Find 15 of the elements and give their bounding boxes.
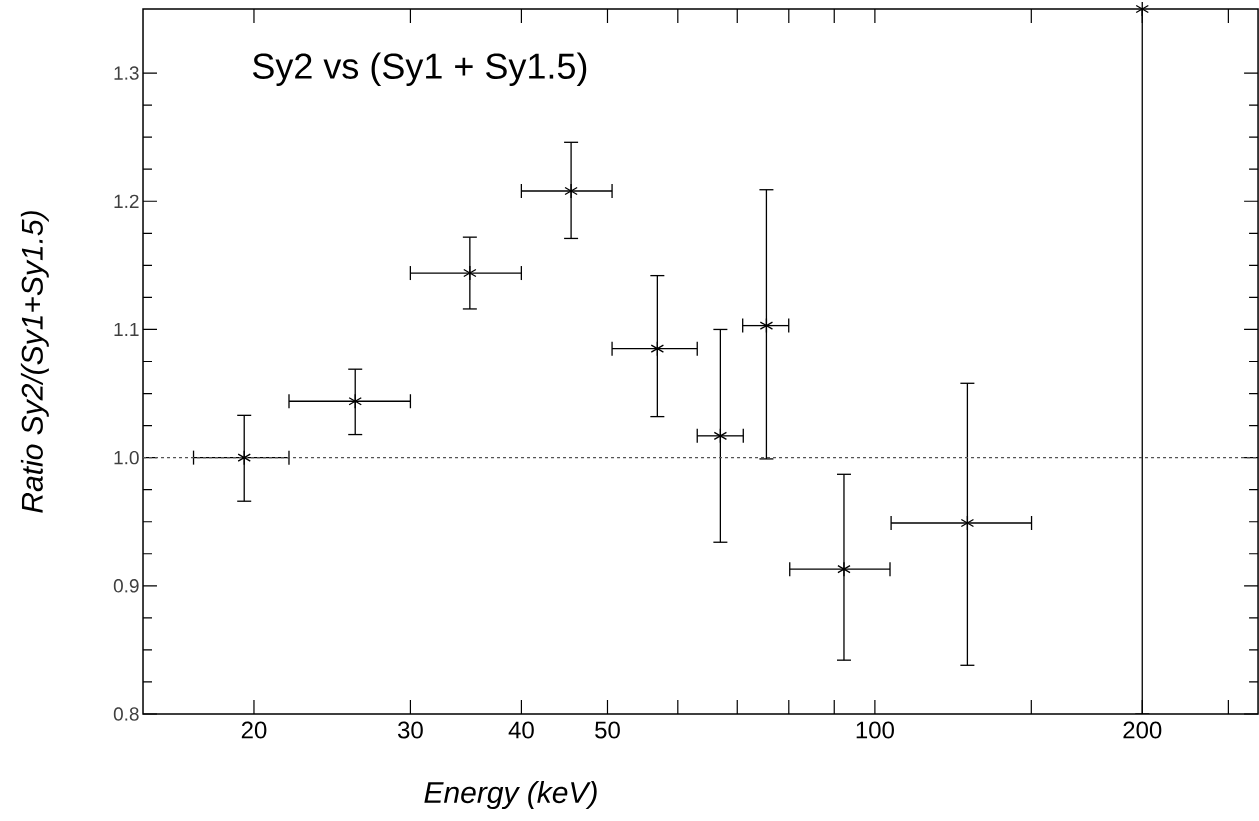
y-axis-title: Ratio Sy2/(Sy1+Sy1.5) <box>20 211 49 513</box>
x-tick-label: 40 <box>508 721 534 739</box>
x-tick-label: 50 <box>595 721 620 739</box>
x-tick-label: 30 <box>397 721 423 739</box>
x-tick-label: 100 <box>856 721 894 739</box>
y-tick-label: 1.1 <box>114 322 139 336</box>
x-tick-label: 20 <box>241 721 267 739</box>
y-tick-label: 1.2 <box>114 194 139 208</box>
y-tick-label: 0.8 <box>113 707 139 721</box>
text: Sy2 vs (Sy1 + Sy1.5) <box>252 52 587 87</box>
y-tick-label: 1.0 <box>114 450 139 465</box>
y-tick-label: 0.9 <box>113 579 139 593</box>
x-axis-title: Energy (keV) <box>424 781 597 810</box>
x-tick-label: 200 <box>1123 721 1162 739</box>
y-tick-label: 1.3 <box>114 66 139 80</box>
